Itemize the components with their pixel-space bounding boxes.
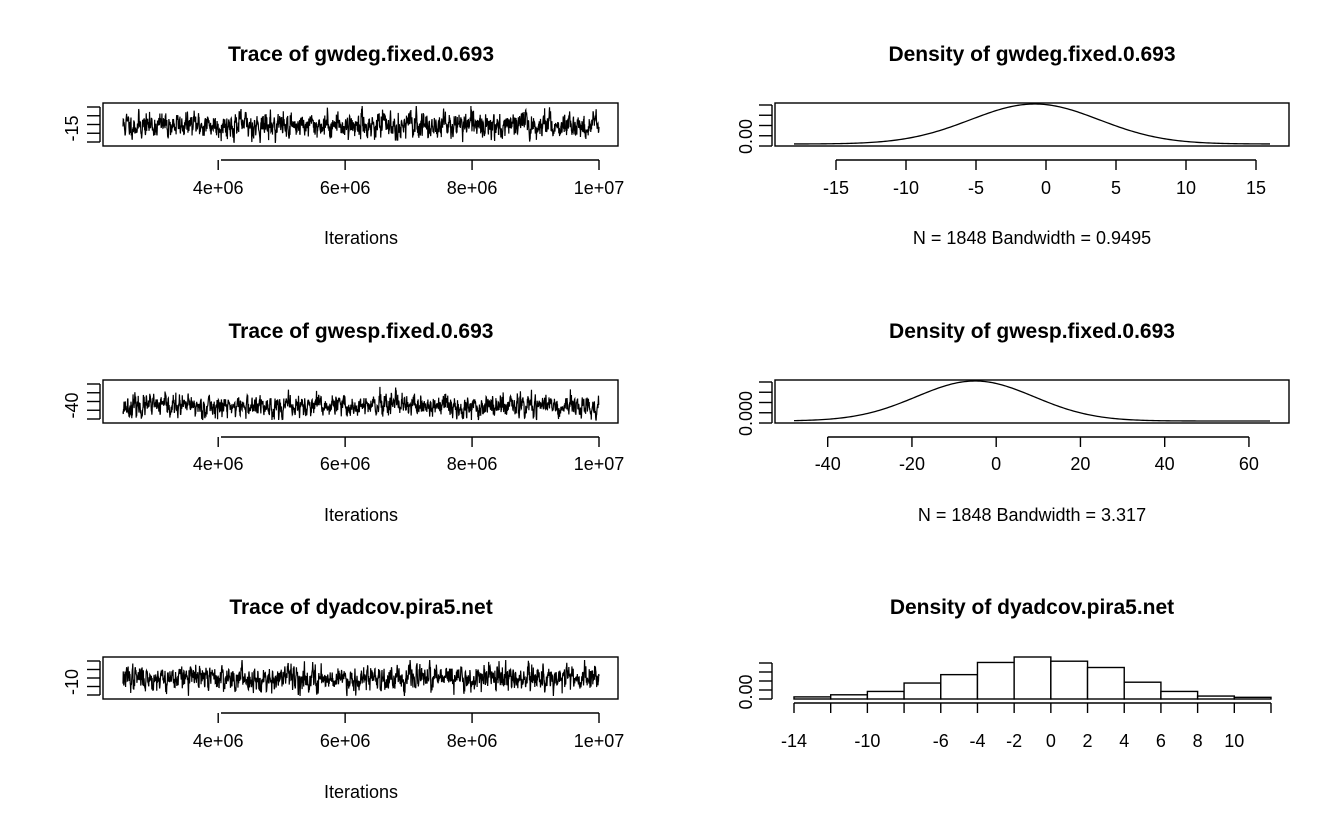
x-tick-label: 0 [1041,178,1051,198]
x-tick-label: 8 [1193,731,1203,751]
trace-series-line [122,105,600,144]
x-axis-title: Iterations [324,505,398,525]
x-axis-title: Iterations [324,782,398,802]
x-tick-label: 6 [1156,731,1166,751]
histogram-bar [903,682,942,700]
histogram-bar [940,673,979,700]
chart-title: Density of dyadcov.pira5.net [890,596,1174,619]
x-tick-label: 8e+06 [447,454,498,474]
histogram-bar [1123,681,1162,700]
histogram-bar [976,661,1015,700]
x-tick-label: 6e+06 [320,178,371,198]
x-tick-label: -10 [893,178,919,198]
x-tick-label: -10 [854,731,880,751]
plot-frame [102,102,619,147]
histogram-bar [1050,660,1089,700]
x-tick-label: 1e+07 [574,178,625,198]
chart-title: Trace of dyadcov.pira5.net [229,596,492,619]
chart-title: Density of gwesp.fixed.0.693 [889,320,1175,343]
y-tick-label: -40 [62,392,82,418]
chart-title: Trace of gwesp.fixed.0.693 [229,320,494,343]
x-tick-label: 8e+06 [447,178,498,198]
x-tick-label: 8e+06 [447,731,498,751]
plot-frame [774,379,1290,424]
trace-plot-gwesp: Trace of gwesp.fixed.0.693 -40 4e+06 6e+06 8… [62,320,624,525]
histogram-bar [1233,696,1272,700]
x-tick-label: 4e+06 [193,731,244,751]
y-tick-label: 0.00 [736,119,756,154]
x-tick-label: 1e+07 [574,731,625,751]
x-tick-label: 60 [1239,454,1259,474]
histogram-bar [1160,690,1199,700]
x-tick-label: -2 [1006,731,1022,751]
plot-frame [102,656,619,700]
plot-frame [102,379,619,424]
histogram-bar [1013,656,1052,700]
chart-title: Trace of gwdeg.fixed.0.693 [228,43,494,66]
x-tick-label: -20 [899,454,925,474]
trace-series-line [122,386,600,421]
x-tick-label: 4e+06 [193,178,244,198]
x-tick-label: -14 [781,731,807,751]
x-tick-label: -4 [969,731,985,751]
x-tick-label: -15 [823,178,849,198]
x-axis-title: Iterations [324,228,398,248]
x-tick-label: 40 [1155,454,1175,474]
x-tick-label: 15 [1246,178,1266,198]
x-tick-label: 0 [991,454,1001,474]
x-tick-label: 4e+06 [193,454,244,474]
x-tick-label: 2 [1083,731,1093,751]
x-tick-label: -6 [933,731,949,751]
x-tick-label: -5 [968,178,984,198]
x-axis-title: N = 1848 Bandwidth = 3.317 [918,505,1146,525]
y-tick-label: -15 [62,115,82,141]
y-tick-label: 0.00 [736,674,756,709]
histogram-bar [866,690,905,700]
density-curve [794,103,1271,145]
y-tick-label: 0.000 [736,391,756,436]
histogram-bar [793,696,832,700]
density-curve [793,380,1270,422]
x-tick-label: 1e+07 [574,454,625,474]
x-axis-title: N = 1848 Bandwidth = 0.9495 [913,228,1151,248]
x-tick-label: 6e+06 [320,731,371,751]
trace-plot-gwdeg: Trace of gwdeg.fixed.0.693 -15 4e+06 6e+06 8… [62,43,624,248]
trace-plot-dyadcov: Trace of dyadcov.pira5.net -10 4e+06 6e+06 8… [62,596,624,802]
density-plot-gwdeg: Density of gwdeg.fixed.0.693 0.00 -15 -10 -5… [736,43,1290,248]
density-plot-gwesp: Density of gwesp.fixed.0.693 0.000 -40 -20 0… [736,320,1290,525]
histogram-bar [1086,666,1125,700]
x-tick-label: 10 [1176,178,1196,198]
x-tick-label: 20 [1070,454,1090,474]
x-tick-label: 5 [1111,178,1121,198]
x-tick-label: -40 [815,454,841,474]
histogram-dyadcov: Density of dyadcov.pira5.net 0.00 -14 -10 -6… [736,596,1272,751]
x-tick-label: 4 [1119,731,1129,751]
x-tick-label: 6e+06 [320,454,371,474]
chart-title: Density of gwdeg.fixed.0.693 [888,43,1175,66]
y-tick-label: -10 [62,669,82,695]
x-tick-label: 0 [1046,731,1056,751]
histogram-bar [1196,695,1236,700]
plot-frame [774,102,1290,147]
histogram-bar [829,694,869,700]
x-tick-label: 10 [1224,731,1244,751]
trace-series-line [122,659,600,697]
